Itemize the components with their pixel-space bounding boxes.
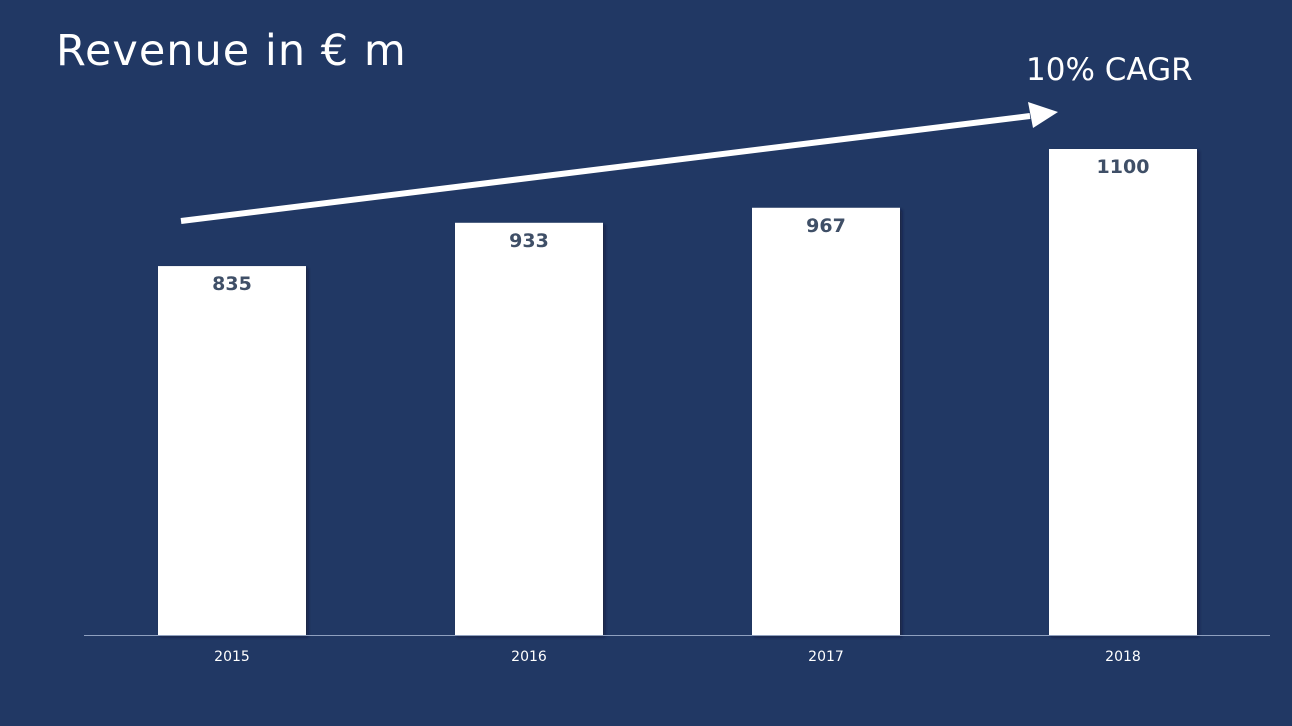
x-tick-label-2016: 2016 <box>511 649 547 665</box>
x-tick-label-2018: 2018 <box>1105 649 1141 665</box>
data-label-2017: 967 <box>806 215 846 237</box>
bar-2017 <box>752 207 900 635</box>
cagr-annotation: 10% CAGR <box>1026 52 1193 88</box>
x-tick-labels-group: 2015 2016 2017 2018 <box>214 649 1141 665</box>
bars-group <box>158 149 1197 635</box>
data-label-2016: 933 <box>509 230 549 252</box>
x-tick-label-2017: 2017 <box>808 649 844 665</box>
bar-2016 <box>455 222 603 635</box>
cagr-arrow-shaft <box>180 113 1031 224</box>
cagr-arrow-head <box>1028 102 1058 128</box>
chart-title: Revenue in € m <box>56 26 407 76</box>
data-label-2015: 835 <box>212 273 252 295</box>
x-tick-label-2015: 2015 <box>214 649 250 665</box>
data-labels-group: 835 933 967 1100 <box>212 156 1149 295</box>
bar-2018 <box>1049 149 1197 635</box>
cagr-arrow <box>180 102 1058 224</box>
bar-2015 <box>158 266 306 635</box>
data-label-2018: 1100 <box>1097 156 1150 178</box>
